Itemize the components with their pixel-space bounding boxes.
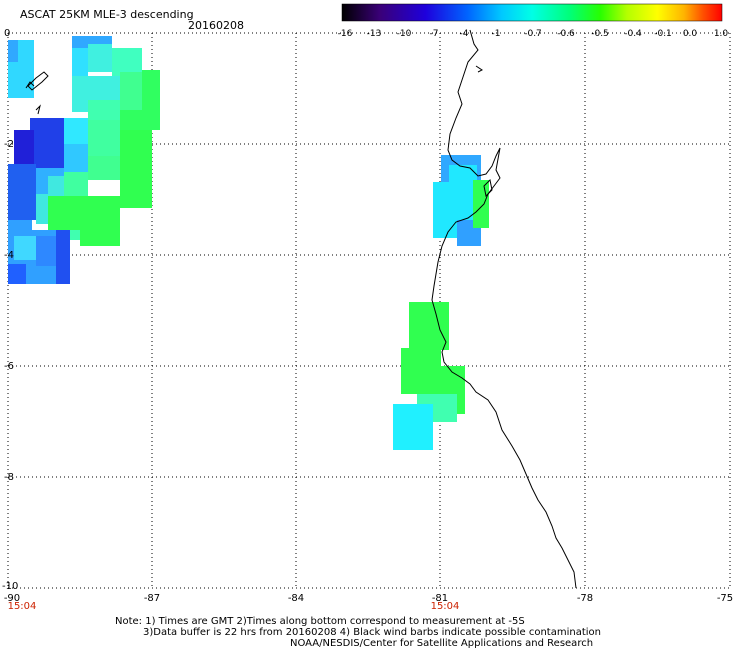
product-date: 20160208 <box>188 19 244 32</box>
lat-label: -6 <box>4 361 14 372</box>
lat-label: -10 <box>2 581 19 592</box>
colorbar-label: -0.7 <box>524 29 542 39</box>
time-label: 15:04 <box>430 601 460 612</box>
colorbar <box>341 3 723 22</box>
lat-label: -4 <box>4 250 14 261</box>
time-label: 15:04 <box>7 601 37 612</box>
colorbar-label: -7 <box>429 29 439 39</box>
product-title: ASCAT 25KM MLE-3 descending <box>20 8 194 21</box>
colorbar-label: 1.0 <box>713 29 729 39</box>
colorbar-label: -16 <box>337 29 353 39</box>
colorbar-label: -10 <box>396 29 412 39</box>
data-cells-left <box>8 36 160 284</box>
colorbar-label: 0.0 <box>682 29 698 39</box>
footer-note-line1: Note: 1) Times are GMT 2)Times along bot… <box>115 616 525 627</box>
lon-label: -87 <box>143 593 161 604</box>
lat-label: -2 <box>4 139 14 150</box>
colorbar-label: -13 <box>366 29 382 39</box>
colorbar-label: -1 <box>491 29 501 39</box>
lat-label: -8 <box>4 472 14 483</box>
data-cells-right <box>393 155 489 450</box>
footer-credit: NOAA/NESDIS/Center for Satellite Applica… <box>290 638 594 649</box>
colorbar-label: -0.1 <box>654 29 672 39</box>
lon-label: -84 <box>287 593 305 604</box>
colorbar-label: -0.4 <box>624 29 642 39</box>
lon-label: -90 <box>3 593 21 604</box>
lon-label: -78 <box>576 593 594 604</box>
lat-label: 0 <box>4 28 11 39</box>
colorbar-label: -0.6 <box>557 29 575 39</box>
footer-note-line2: 3)Data buffer is 22 hrs from 20160208 4)… <box>143 627 601 638</box>
lon-label: -75 <box>716 593 734 604</box>
coastline <box>25 29 577 589</box>
lon-label: -81 <box>431 593 449 604</box>
colorbar-label: -0.5 <box>591 29 609 39</box>
colorbar-label: -4 <box>459 29 469 39</box>
